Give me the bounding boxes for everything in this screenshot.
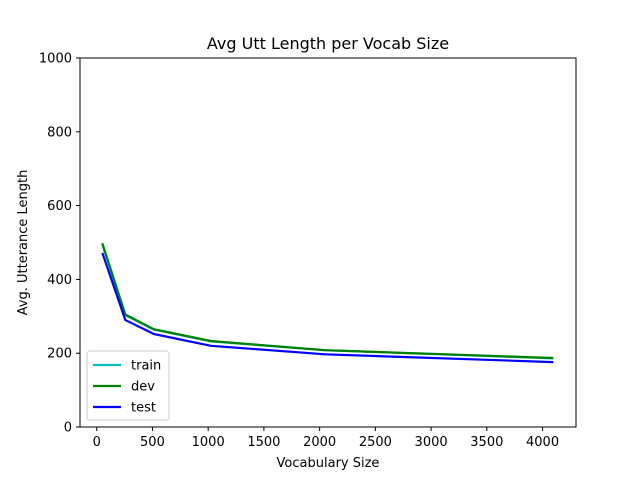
y-tick-label: 800: [47, 125, 72, 140]
y-tick-label: 400: [47, 273, 72, 288]
chart-title: Avg Utt Length per Vocab Size: [207, 34, 449, 53]
series-layer: [101, 242, 554, 364]
x-tick-label: 3500: [470, 435, 503, 450]
legend-label-test: test: [131, 401, 156, 416]
y-tick-label: 200: [47, 347, 72, 362]
series-line-dev: [101, 242, 554, 360]
y-tick-label: 600: [47, 199, 72, 214]
series-line-test: [101, 252, 554, 364]
series-line-train: [101, 243, 554, 360]
x-tick-label: 1000: [192, 435, 225, 450]
x-tick-label: 0: [93, 435, 101, 450]
y-tick-label: 0: [64, 421, 72, 436]
legend-box: [86, 350, 170, 421]
y-tick-label: 1000: [39, 52, 72, 67]
x-tick-label: 1500: [247, 435, 280, 450]
x-tick-label: 2500: [359, 435, 392, 450]
x-tick-label: 3000: [415, 435, 448, 450]
x-tick-label: 4000: [526, 435, 559, 450]
x-tick-label: 2000: [303, 435, 336, 450]
x-tick-label: 500: [140, 435, 165, 450]
y-axis-ticks: 0 200 400 600 800 1000: [39, 52, 80, 436]
x-axis-label: Vocabulary Size: [277, 456, 380, 471]
legend-label-dev: dev: [131, 380, 155, 395]
y-axis-label: Avg. Utterance Length: [16, 170, 31, 316]
plot-frame: [79, 57, 577, 428]
legend-label-train: train: [131, 359, 161, 374]
x-axis-ticks: 0 500 1000 1500 2000 2500 3000 3500 4000: [93, 427, 559, 450]
legend: train dev test: [86, 350, 170, 421]
